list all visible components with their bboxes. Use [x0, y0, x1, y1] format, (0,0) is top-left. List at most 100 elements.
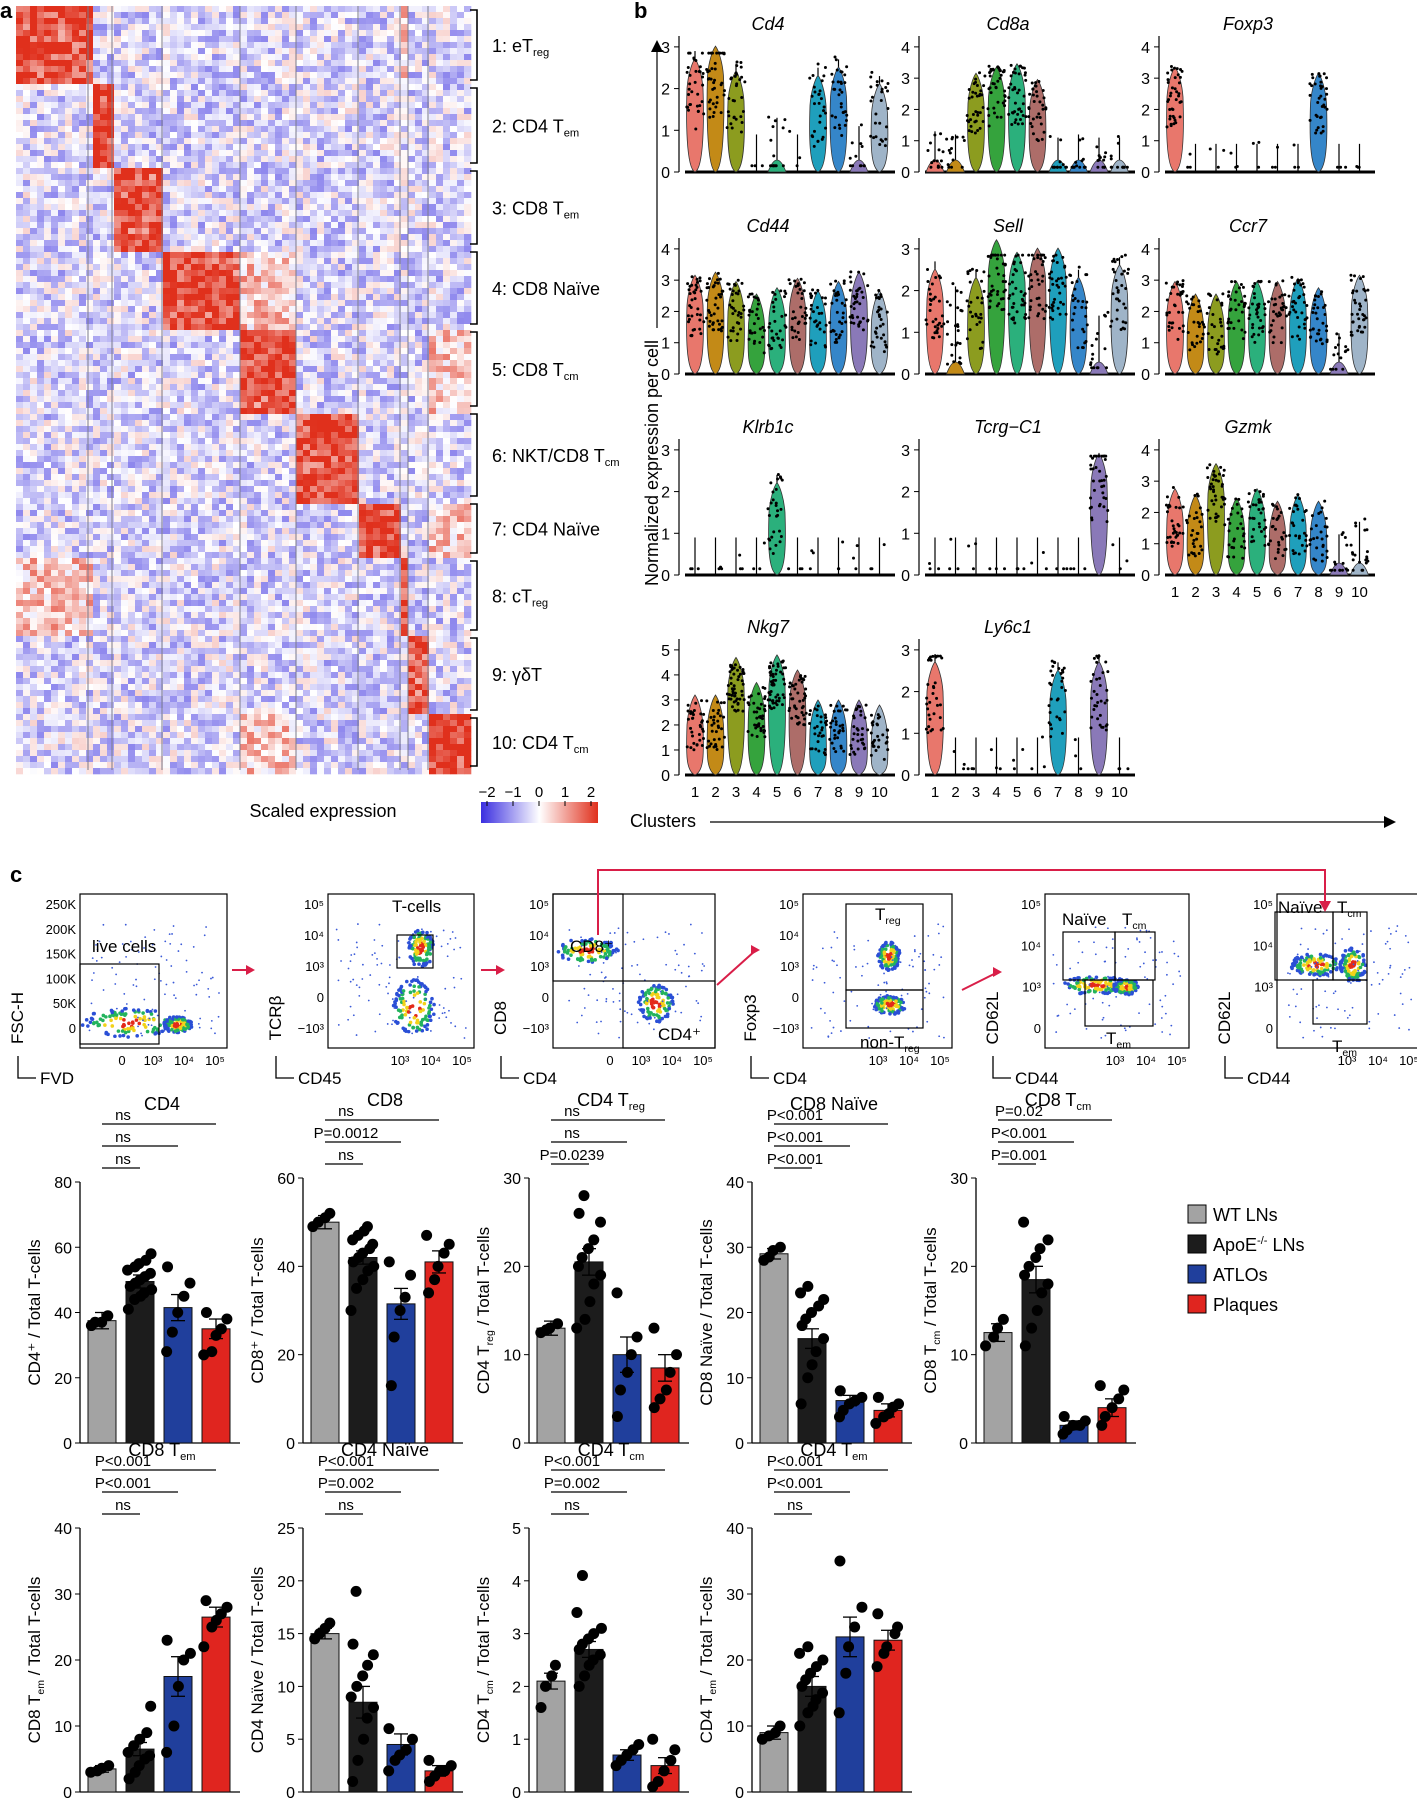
heatmap-cell: [51, 72, 59, 79]
heatmap-cell: [359, 18, 367, 25]
heatmap-cell: [373, 240, 381, 247]
heatmap-cell: [149, 264, 157, 271]
heatmap-cell: [345, 114, 353, 121]
heatmap-cell: [352, 198, 360, 205]
heatmap-cell: [93, 330, 101, 337]
heatmap-cell: [37, 456, 45, 463]
heatmap-cell: [198, 54, 206, 61]
heatmap-cell: [205, 90, 213, 97]
heatmap-cell: [408, 294, 416, 301]
heatmap-cell: [135, 126, 143, 133]
heatmap-cell: [177, 282, 185, 289]
heatmap-cell: [212, 198, 220, 205]
heatmap-cell: [149, 408, 157, 415]
heatmap-cell: [345, 150, 353, 157]
heatmap-cell: [401, 384, 409, 391]
heatmap-cell: [58, 270, 66, 277]
heatmap-cell: [212, 276, 220, 283]
heatmap-cell: [429, 198, 437, 205]
heatmap-cell: [324, 36, 332, 43]
heatmap-cell: [100, 360, 108, 367]
heatmap-cell: [107, 204, 115, 211]
heatmap-cell: [121, 6, 129, 13]
heatmap-cell: [226, 252, 234, 259]
heatmap-cell: [72, 192, 80, 199]
heatmap-cell: [205, 60, 213, 67]
heatmap-cell: [23, 186, 31, 193]
heatmap-cell: [121, 210, 129, 217]
heatmap-cell: [86, 150, 94, 157]
heatmap-cell: [149, 180, 157, 187]
heatmap-cell: [65, 270, 73, 277]
heatmap-cell: [436, 378, 444, 385]
heatmap-cell: [450, 234, 458, 241]
heatmap-cell: [65, 342, 73, 349]
heatmap-cell: [275, 390, 283, 397]
heatmap-cell: [261, 324, 269, 331]
heatmap-cell: [156, 456, 164, 463]
heatmap-cell: [135, 306, 143, 313]
heatmap-cell: [121, 204, 129, 211]
heatmap-cell: [51, 414, 59, 421]
heatmap-cell: [30, 66, 38, 73]
heatmap-cell: [247, 372, 255, 379]
heatmap-cell: [373, 48, 381, 55]
heatmap-cell: [107, 444, 115, 451]
heatmap-cell: [352, 312, 360, 319]
heatmap-cell: [415, 288, 423, 295]
heatmap-cell: [100, 348, 108, 355]
heatmap-cell: [219, 426, 227, 433]
heatmap-cell: [352, 258, 360, 265]
heatmap-cell: [268, 342, 276, 349]
heatmap-cell: [408, 282, 416, 289]
heatmap-cell: [345, 372, 353, 379]
heatmap-cell: [219, 198, 227, 205]
heatmap-cell: [338, 258, 346, 265]
heatmap-cell: [30, 24, 38, 31]
heatmap-cell: [86, 288, 94, 295]
heatmap-cell: [394, 318, 402, 325]
heatmap-cell: [51, 228, 59, 235]
heatmap-cell: [212, 12, 220, 19]
heatmap-cell: [380, 252, 388, 259]
heatmap-cell: [156, 180, 164, 187]
heatmap-cell: [422, 294, 430, 301]
heatmap-cell: [422, 312, 430, 319]
heatmap-cell: [457, 174, 465, 181]
heatmap-cell: [380, 246, 388, 253]
heatmap-cell: [163, 336, 171, 343]
heatmap-cell: [429, 276, 437, 283]
heatmap-cell: [387, 354, 395, 361]
heatmap-cell: [275, 288, 283, 295]
heatmap-cell: [177, 336, 185, 343]
heatmap-cell: [457, 390, 465, 397]
heatmap-cell: [184, 222, 192, 229]
heatmap-cell: [464, 360, 472, 367]
heatmap-cell: [366, 60, 374, 67]
heatmap-cell: [247, 84, 255, 91]
heatmap-cell: [345, 408, 353, 415]
heatmap-cell: [289, 228, 297, 235]
heatmap-cell: [394, 24, 402, 31]
heatmap-cell: [415, 198, 423, 205]
heatmap-cell: [30, 330, 38, 337]
heatmap-cell: [296, 366, 304, 373]
heatmap-cell: [436, 60, 444, 67]
heatmap-cell: [184, 84, 192, 91]
heatmap-cell: [121, 384, 129, 391]
heatmap-cell: [128, 384, 136, 391]
heatmap-cell: [219, 216, 227, 223]
heatmap-cell: [198, 108, 206, 115]
heatmap-cell: [170, 12, 178, 19]
heatmap-cell: [415, 348, 423, 355]
heatmap-cell: [44, 264, 52, 271]
heatmap-cell: [352, 462, 360, 469]
heatmap-cell: [268, 126, 276, 133]
heatmap-cell: [366, 96, 374, 103]
heatmap-cell: [275, 456, 283, 463]
heatmap-cell: [149, 144, 157, 151]
heatmap-cell: [373, 12, 381, 19]
heatmap-cell: [72, 42, 80, 49]
heatmap-cell: [457, 48, 465, 55]
heatmap-cell: [394, 402, 402, 409]
